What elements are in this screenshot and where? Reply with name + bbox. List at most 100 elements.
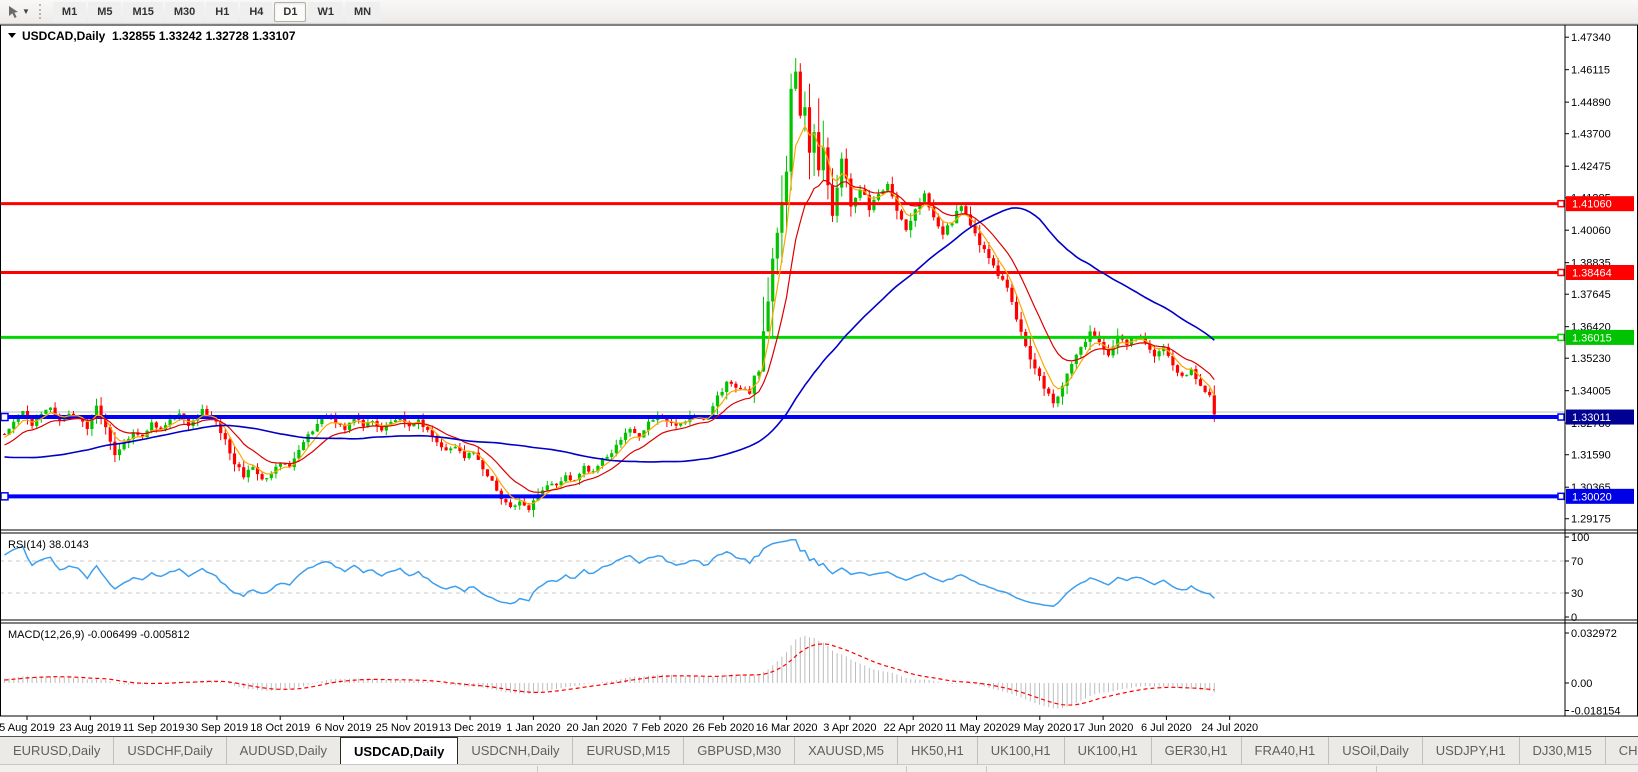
svg-text:0.00: 0.00: [1571, 678, 1592, 690]
chart-tab[interactable]: DJ30,M15: [1518, 737, 1605, 764]
rsi-axis: 100 70 30 0: [1565, 532, 1589, 624]
svg-text:1.33011: 1.33011: [1572, 412, 1611, 424]
time-axis: 5 Aug 2019 23 Aug 2019 11 Sep 2019 30 Sep 2…: [0, 716, 1258, 734]
svg-text:30: 30: [1571, 588, 1583, 600]
line-handle: [1557, 492, 1565, 501]
svg-text:6 Jul 2020: 6 Jul 2020: [1141, 722, 1192, 734]
timeframe-button[interactable]: M15: [123, 1, 163, 22]
price-line-badges: 1.41060 1.38464 1.36015 1.33011 1.30020: [1566, 196, 1634, 504]
svg-text:0.032972: 0.032972: [1571, 628, 1617, 640]
ma-mid-line: [4, 179, 1215, 493]
svg-text:100: 100: [1571, 532, 1589, 544]
svg-text:70: 70: [1571, 556, 1583, 568]
svg-text:24 Jul 2020: 24 Jul 2020: [1201, 722, 1258, 734]
chart-tab-bar: EURUSD,Daily USDCHF,Daily AUDUSD,Daily USDC…: [0, 736, 1638, 764]
chart-tab[interactable]: GBPUSD,M30: [683, 737, 794, 764]
svg-text:25 Nov 2019: 25 Nov 2019: [376, 722, 438, 734]
timeframe-button[interactable]: D1: [274, 1, 307, 22]
ma-fast-line: [4, 124, 1215, 506]
status-separator: [1376, 766, 1377, 772]
chart-tab[interactable]: UK100,H1: [976, 737, 1064, 764]
svg-text:26 Feb 2020: 26 Feb 2020: [692, 722, 754, 734]
line-handle: [1557, 333, 1565, 342]
line-handle: [1557, 413, 1565, 421]
svg-text:20 Jan 2020: 20 Jan 2020: [566, 722, 627, 734]
svg-text:5 Aug 2019: 5 Aug 2019: [0, 722, 55, 734]
svg-text:30 Sep 2019: 30 Sep 2019: [186, 722, 248, 734]
svg-text:-0.018154: -0.018154: [1571, 706, 1621, 718]
status-separator: [906, 766, 907, 772]
svg-text:23 Aug 2019: 23 Aug 2019: [59, 722, 121, 734]
line-handle: [1557, 199, 1565, 208]
cursor-icon: [9, 5, 18, 18]
status-separator: [537, 766, 538, 772]
svg-text:22 Apr 2020: 22 Apr 2020: [884, 722, 943, 734]
chart-tab[interactable]: USDCNH,Daily: [471, 743, 560, 758]
svg-text:1 Jan 2020: 1 Jan 2020: [506, 722, 560, 734]
chart-tab[interactable]: EURUSD,M15: [572, 737, 683, 764]
svg-text:1.40060: 1.40060: [1571, 225, 1611, 237]
svg-text:18 Oct 2019: 18 Oct 2019: [250, 722, 310, 734]
chart-tab[interactable]: USDCHF,Daily: [113, 737, 225, 764]
timeframe-button[interactable]: M30: [164, 1, 205, 22]
svg-text:1.29175: 1.29175: [1571, 514, 1611, 526]
chart-tab[interactable]: XAUUSD,M5: [794, 737, 897, 764]
cursor-tool-button[interactable]: ▼: [3, 3, 34, 21]
svg-text:1.46115: 1.46115: [1571, 65, 1610, 77]
horizontal-lines[interactable]: [0, 199, 1565, 501]
timeframe-button[interactable]: M1: [52, 1, 87, 22]
chart-tab[interactable]: AUDUSD,Daily: [225, 737, 340, 764]
line-handle: [0, 492, 9, 501]
rsi-level-lines: [0, 560, 1565, 594]
macd-label: MACD(12,26,9) -0.006499 -0.005812: [8, 629, 190, 641]
svg-text:3 Apr 2020: 3 Apr 2020: [823, 722, 876, 734]
chart-title: USDCAD,Daily 1.32855 1.33242 1.32728 1.3…: [8, 29, 296, 43]
svg-text:11 Sep 2019: 11 Sep 2019: [123, 722, 185, 734]
timeframe-button[interactable]: M5: [88, 1, 122, 22]
symbol-dropdown-icon: [8, 33, 16, 38]
rsi-label: RSI(14) 38.0143: [8, 539, 89, 551]
svg-text:USDCAD,Daily 1.32855 1.33242: USDCAD,Daily 1.32855 1.33242 1.32728 1.3…: [22, 29, 296, 43]
ma-slow-line: [4, 207, 1215, 463]
svg-text:1.31590: 1.31590: [1571, 450, 1611, 462]
chart-tab[interactable]: USOil,Daily: [1328, 737, 1421, 764]
status-bar: [0, 764, 1638, 772]
timeframe-button[interactable]: H4: [240, 1, 273, 22]
timeframe-buttons: M1 M5 M15 M30 H1 H4 D1 W1 MN: [52, 1, 381, 22]
svg-text:1.36015: 1.36015: [1572, 332, 1612, 344]
rsi-line: [4, 538, 1215, 608]
svg-text:1.47340: 1.47340: [1571, 32, 1611, 44]
top-toolbar: ▼ M1 M5 M15 M30 H1 H4 D1 W1 MN: [0, 0, 1638, 24]
line-handle: [1557, 268, 1565, 277]
chart-tab[interactable]: GER30,H1: [1150, 737, 1241, 764]
timeframe-button[interactable]: H1: [206, 1, 239, 22]
svg-text:7 Feb 2020: 7 Feb 2020: [632, 722, 688, 734]
svg-text:0: 0: [1571, 612, 1577, 624]
price-axis-area: [1566, 25, 1638, 716]
svg-text:17 Jun 2020: 17 Jun 2020: [1073, 722, 1134, 734]
svg-text:1.37645: 1.37645: [1571, 289, 1611, 301]
macd-axis: 0.032972 0.00 -0.018154: [1565, 628, 1621, 718]
svg-text:29 May 2020: 29 May 2020: [1008, 722, 1072, 734]
chart-tab[interactable]: CHINA300,H4: [1604, 737, 1638, 764]
svg-text:16 Mar 2020: 16 Mar 2020: [756, 722, 818, 734]
svg-text:1.42475: 1.42475: [1571, 161, 1611, 173]
chart-tab[interactable]: EURUSD,Daily: [13, 743, 101, 758]
svg-text:11 May 2020: 11 May 2020: [945, 722, 1008, 734]
toolbar-grip[interactable]: [38, 4, 45, 19]
timeframe-button[interactable]: MN: [344, 1, 381, 22]
chart-tab[interactable]: USDCAD,Daily: [340, 737, 459, 764]
chevron-down-icon: ▼: [22, 7, 30, 16]
timeframe-button[interactable]: W1: [308, 1, 343, 22]
chart-tab[interactable]: USDJPY,H1: [1421, 737, 1519, 764]
chart-tab[interactable]: HK50,H1: [896, 737, 977, 764]
chart-tab[interactable]: UK100,H1: [1063, 737, 1151, 764]
chart-tab[interactable]: FRA40,H1: [1240, 737, 1329, 764]
svg-text:1.44890: 1.44890: [1571, 97, 1611, 109]
status-separator: [986, 766, 987, 772]
svg-text:1.35230: 1.35230: [1571, 353, 1611, 365]
svg-text:1.34005: 1.34005: [1571, 386, 1611, 398]
svg-text:1.38464: 1.38464: [1572, 267, 1612, 279]
svg-text:13 Dec 2019: 13 Dec 2019: [439, 722, 501, 734]
